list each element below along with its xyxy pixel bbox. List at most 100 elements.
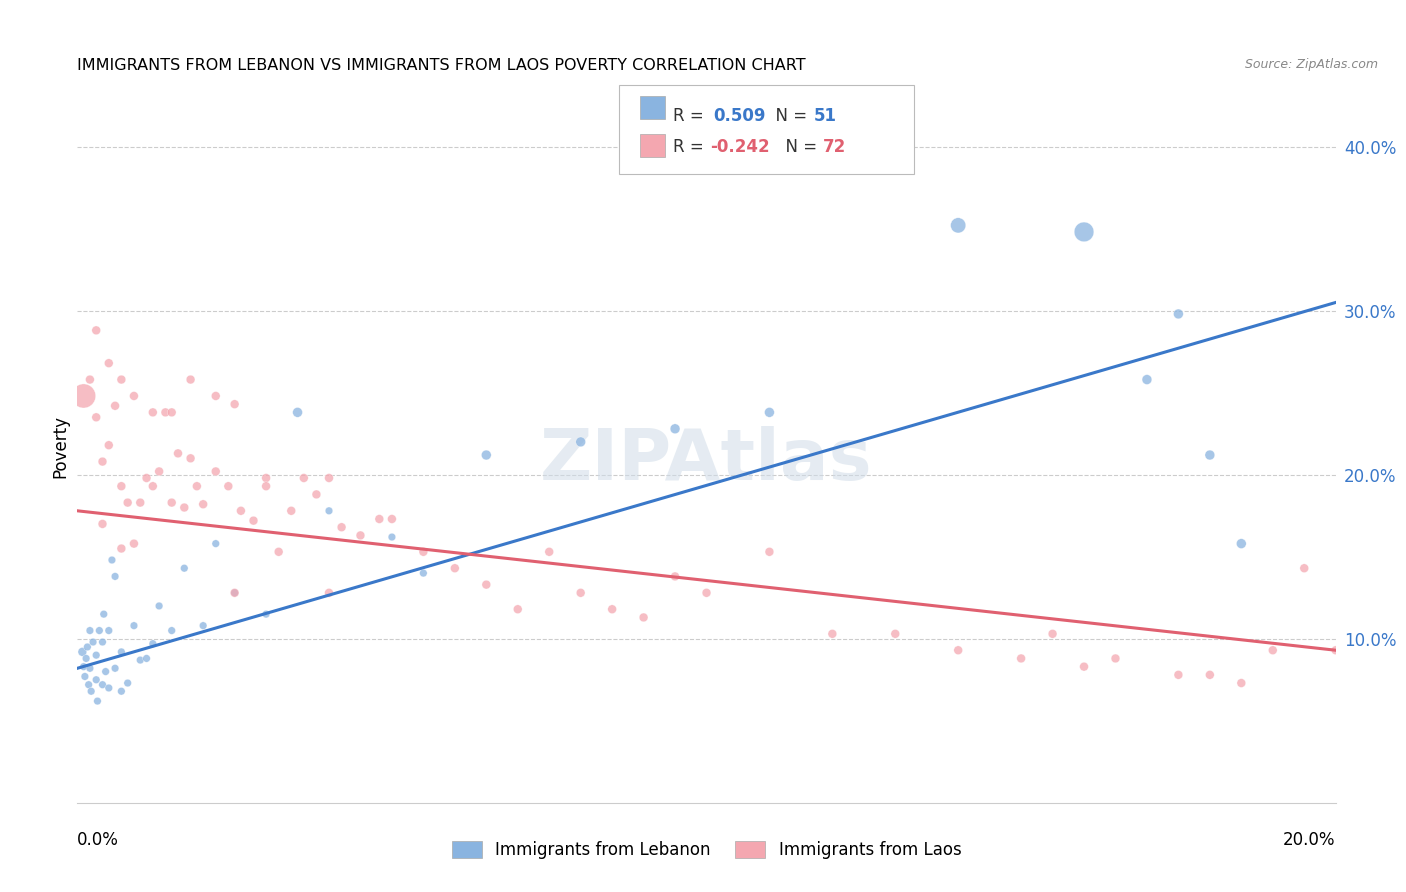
Point [884, 627, 907, 641]
Point [160, 495, 183, 509]
Point [287, 405, 309, 419]
Point [330, 520, 353, 534]
Point [72, 389, 94, 403]
Point [224, 586, 246, 600]
Point [318, 586, 340, 600]
Point [91, 454, 114, 468]
Point [538, 545, 561, 559]
Point [204, 465, 226, 479]
Point [305, 487, 328, 501]
Point [1073, 659, 1095, 673]
Point [91, 516, 114, 531]
Point [122, 389, 145, 403]
Point [664, 569, 686, 583]
Point [142, 637, 165, 651]
Point [696, 586, 718, 600]
Point [368, 512, 391, 526]
Point [242, 514, 264, 528]
Point [160, 624, 183, 638]
Text: Source: ZipAtlas.com: Source: ZipAtlas.com [1244, 58, 1378, 71]
Point [444, 561, 467, 575]
Point [1198, 448, 1220, 462]
Point [475, 448, 498, 462]
Point [97, 624, 120, 638]
Point [110, 479, 132, 493]
Point [1294, 561, 1316, 575]
Point [381, 530, 404, 544]
Point [104, 569, 127, 583]
Text: -0.242: -0.242 [710, 138, 769, 156]
Point [148, 599, 170, 613]
Point [1010, 651, 1032, 665]
Point [148, 465, 170, 479]
Text: 0.0%: 0.0% [77, 831, 120, 849]
Text: ZIPAtlas: ZIPAtlas [540, 425, 873, 495]
Point [110, 541, 132, 556]
Legend: Immigrants from Lebanon, Immigrants from Laos: Immigrants from Lebanon, Immigrants from… [444, 834, 969, 866]
Point [1136, 373, 1159, 387]
Point [104, 661, 127, 675]
Point [1167, 668, 1189, 682]
Point [122, 536, 145, 550]
Point [79, 624, 101, 638]
Point [117, 676, 139, 690]
Point [82, 635, 104, 649]
Point [254, 479, 277, 493]
Point [217, 479, 239, 493]
Point [267, 545, 290, 559]
Point [72, 659, 94, 673]
Text: IMMIGRANTS FROM LEBANON VS IMMIGRANTS FROM LAOS POVERTY CORRELATION CHART: IMMIGRANTS FROM LEBANON VS IMMIGRANTS FR… [77, 58, 806, 73]
Point [758, 405, 780, 419]
Point [101, 553, 124, 567]
Point [1104, 651, 1126, 665]
Point [664, 422, 686, 436]
Point [79, 373, 101, 387]
Point [204, 536, 226, 550]
Point [97, 681, 120, 695]
Point [84, 673, 107, 687]
Point [84, 323, 107, 337]
Point [229, 504, 252, 518]
Point [280, 504, 302, 518]
Point [1230, 676, 1253, 690]
Point [91, 678, 114, 692]
Point [72, 645, 94, 659]
Point [600, 602, 623, 616]
Point [129, 653, 152, 667]
Point [412, 545, 434, 559]
Point [110, 684, 132, 698]
Point [104, 399, 127, 413]
Text: N =: N = [765, 107, 813, 125]
Point [75, 651, 97, 665]
Point [1261, 643, 1284, 657]
Point [948, 219, 970, 233]
Point [80, 684, 103, 698]
Point [129, 495, 152, 509]
Point [412, 566, 434, 581]
Text: R =: R = [673, 107, 710, 125]
Text: 72: 72 [823, 138, 846, 156]
Point [758, 545, 780, 559]
Point [191, 618, 215, 632]
Point [1230, 536, 1253, 550]
Point [224, 586, 246, 600]
Text: R =: R = [673, 138, 710, 156]
Point [89, 624, 111, 638]
Point [135, 651, 157, 665]
Point [1073, 225, 1095, 239]
Point [821, 627, 844, 641]
Point [84, 648, 107, 662]
Point [110, 645, 132, 659]
Point [186, 479, 208, 493]
Point [1324, 643, 1347, 657]
Point [93, 607, 115, 622]
Point [79, 661, 101, 675]
Point [1042, 627, 1064, 641]
Point [155, 405, 177, 419]
Point [173, 500, 195, 515]
Point [318, 471, 340, 485]
Point [318, 504, 340, 518]
Point [948, 643, 970, 657]
Point [254, 607, 277, 622]
Point [254, 471, 277, 485]
